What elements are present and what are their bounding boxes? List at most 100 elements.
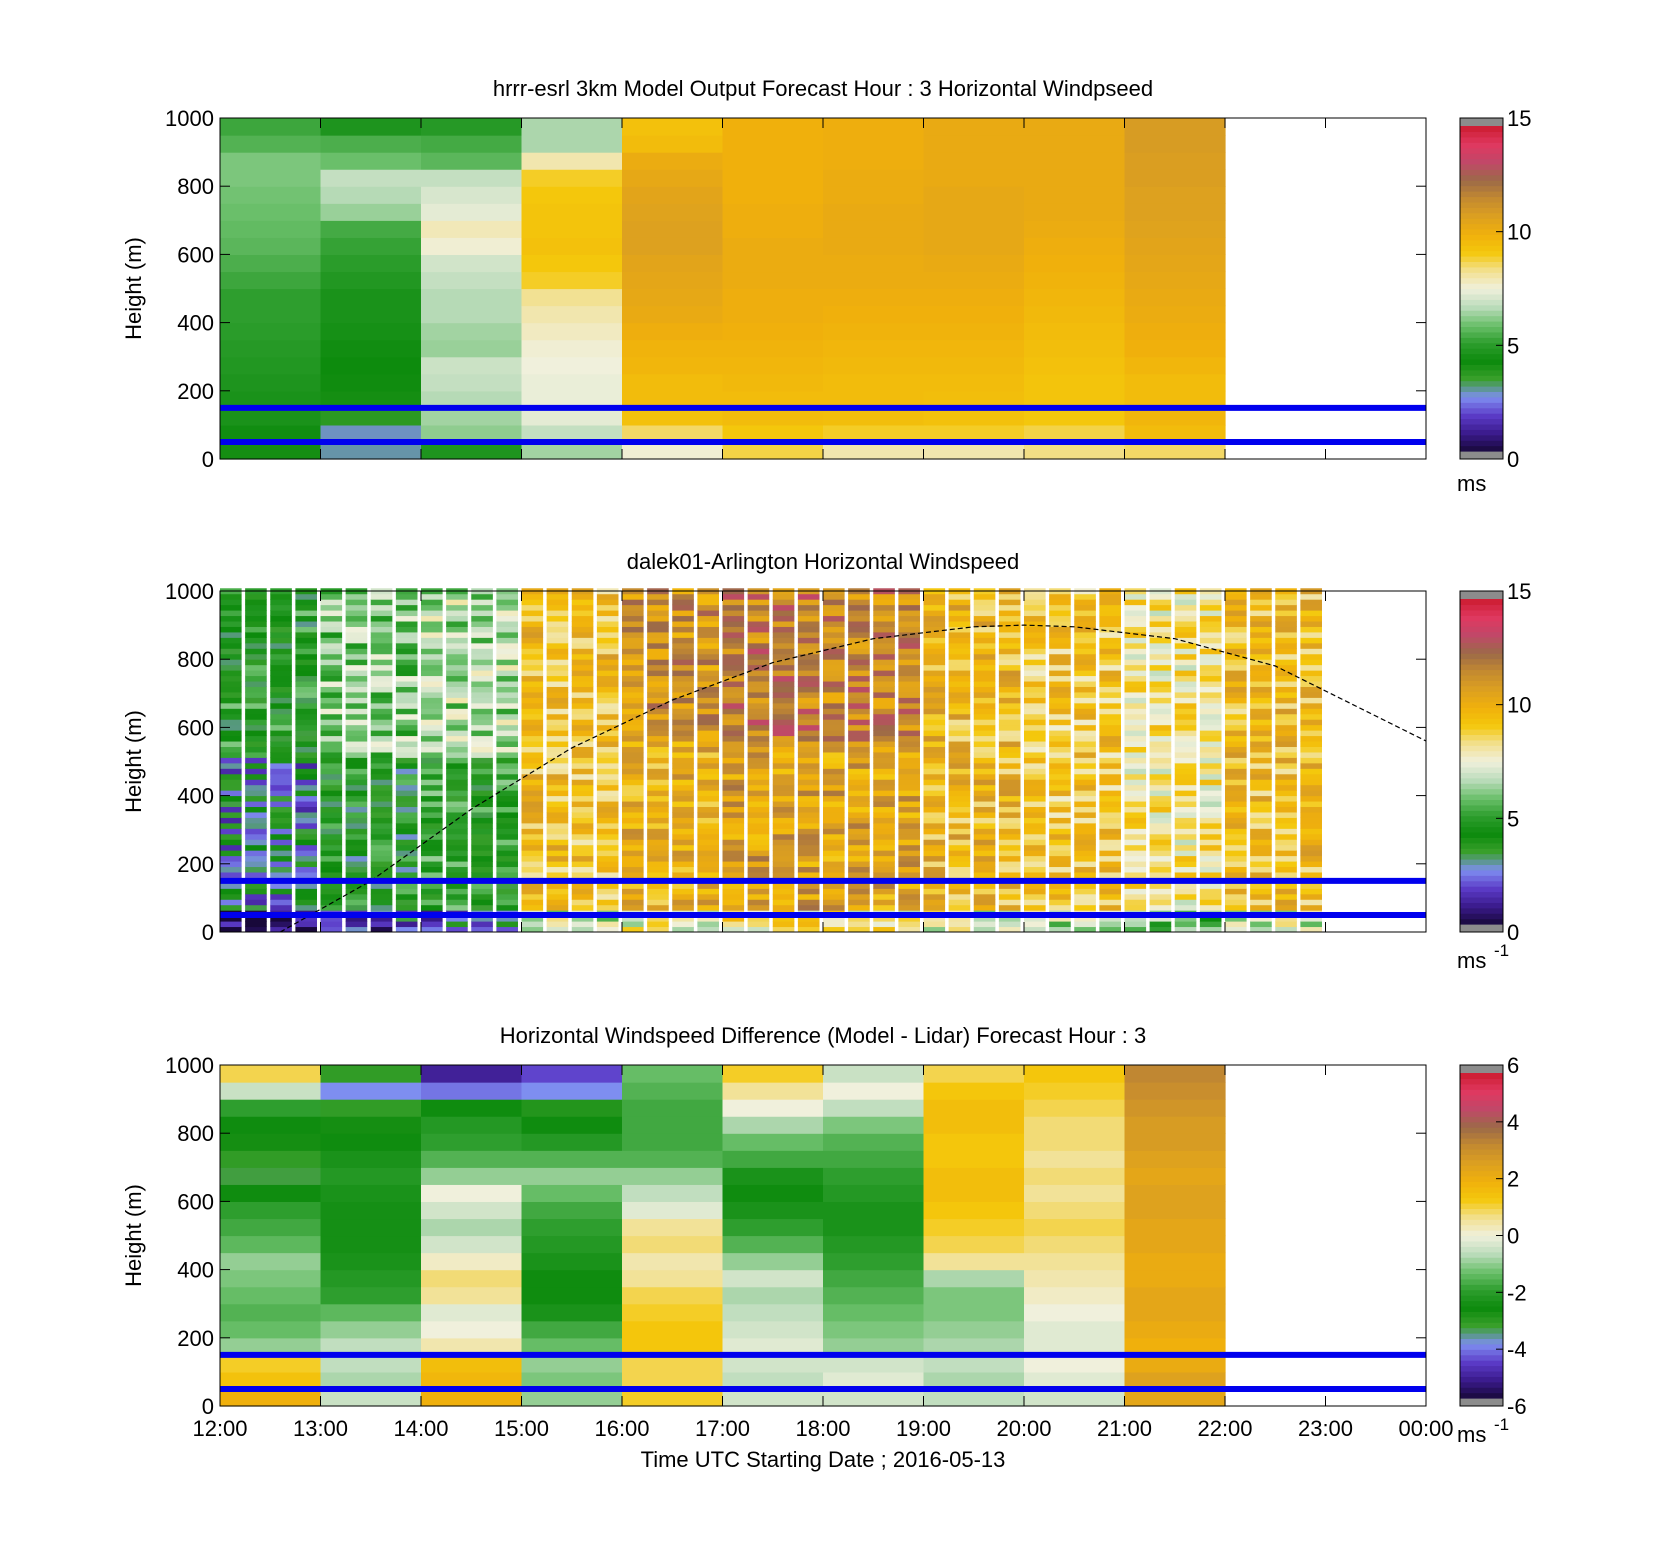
heatmap-cell (596, 779, 619, 786)
heatmap-cell (1124, 407, 1226, 426)
heatmap-cell (295, 871, 317, 878)
heatmap-cell (672, 741, 694, 747)
heatmap-cell (647, 871, 669, 878)
heatmap-cell (747, 691, 770, 698)
heatmap-cell (898, 833, 920, 840)
heatmap-cell (873, 746, 895, 753)
heatmap-cell (1124, 801, 1147, 808)
heatmap-cell (1124, 844, 1147, 851)
heatmap-cell (1024, 751, 1046, 758)
heatmap-cell (546, 762, 569, 769)
heatmap-cell (320, 861, 343, 868)
heatmap-cell (1250, 610, 1272, 617)
colorbar-segment (1460, 180, 1503, 187)
heatmap-cell (496, 686, 518, 693)
heatmap-cell (647, 844, 669, 851)
heatmap-cell (220, 288, 322, 307)
heatmap-cell (1024, 664, 1046, 671)
heatmap-cell (1174, 801, 1197, 808)
heatmap-cell (797, 593, 820, 600)
heatmap-cell (747, 604, 770, 611)
heatmap-cell (220, 691, 242, 698)
heatmap-cell (797, 904, 820, 911)
heatmap-cell (1124, 599, 1147, 606)
heatmap-cell (772, 604, 795, 611)
heatmap-cell (596, 631, 619, 638)
heatmap-cell (797, 921, 820, 928)
heatmap-cell (1099, 637, 1121, 644)
heatmap-cell (647, 773, 669, 780)
heatmap-cell (1124, 441, 1226, 460)
heatmap-cell (1074, 719, 1096, 726)
heatmap-cell (1149, 675, 1172, 682)
heatmap-cell (1074, 670, 1096, 677)
heatmap-cell (1124, 921, 1147, 928)
heatmap-cell (1300, 686, 1322, 693)
heatmap-cell (1199, 664, 1222, 671)
heatmap-cell (1049, 648, 1071, 655)
heatmap-cell (998, 762, 1021, 769)
heatmap-cell (571, 757, 594, 764)
heatmap-cell (320, 271, 422, 290)
heatmap-cell (521, 844, 544, 851)
heatmap-cell (596, 773, 619, 780)
heatmap-cell (1199, 653, 1222, 660)
heatmap-cell (1250, 882, 1272, 889)
heatmap-cell (1225, 730, 1247, 737)
heatmap-cell (1024, 593, 1046, 600)
heatmap-cell (697, 768, 719, 775)
colorbar-segment (1460, 396, 1503, 403)
heatmap-cell (697, 621, 719, 627)
heatmap-cell (1074, 653, 1096, 660)
heatmap-cell (722, 828, 745, 835)
heatmap-cell (1174, 915, 1197, 922)
heatmap-cell (1199, 593, 1222, 600)
heatmap-cell (421, 893, 443, 900)
heatmap-cell (421, 1218, 523, 1237)
colorbar-segment (1460, 1316, 1503, 1323)
heatmap-cell (270, 888, 292, 895)
heatmap-cell (220, 1354, 322, 1373)
heatmap-cell (521, 1201, 623, 1220)
heatmap-cell (998, 801, 1021, 808)
heatmap-cell (697, 861, 719, 868)
heatmap-cell (295, 626, 317, 633)
heatmap-cell (1074, 871, 1096, 878)
heatmap-cell (521, 1252, 623, 1271)
heatmap-cell (722, 1269, 824, 1288)
heatmap-cell (747, 757, 770, 764)
colorbar-segment (1460, 842, 1503, 849)
heatmap-cell (1225, 926, 1247, 933)
heatmap-cell (270, 621, 292, 627)
colorbar-tick-label: 0 (1507, 447, 1519, 472)
heatmap-cell (220, 1235, 322, 1254)
heatmap-cell (1275, 762, 1297, 769)
heatmap-cell (1124, 1184, 1226, 1202)
heatmap-cell (245, 648, 267, 655)
heatmap-cell (546, 904, 569, 911)
heatmap-cell (1049, 779, 1071, 786)
heatmap-cell (722, 626, 745, 633)
heatmap-cell (772, 926, 795, 933)
heatmap-cell (1024, 1354, 1126, 1373)
heatmap-cell (295, 893, 317, 900)
heatmap-cell (823, 828, 845, 835)
heatmap-cell (320, 135, 422, 153)
heatmap-cell (1250, 768, 1272, 775)
heatmap-cell (747, 822, 770, 829)
heatmap-cell (973, 768, 996, 775)
heatmap-cell (948, 653, 971, 660)
heatmap-cell (898, 822, 920, 829)
heatmap-cell (923, 822, 946, 829)
heatmap-cell (220, 631, 242, 638)
heatmap-cell (923, 1150, 1025, 1168)
heatmap-cell (797, 855, 820, 862)
heatmap-cell (345, 855, 368, 862)
heatmap-cell (1300, 779, 1322, 786)
heatmap-cell (848, 795, 870, 802)
heatmap-cell (823, 631, 845, 638)
heatmap-cell (823, 203, 925, 221)
colorbar-segment (1460, 642, 1503, 649)
heatmap-cell (948, 806, 971, 813)
heatmap-cell (1199, 648, 1222, 655)
